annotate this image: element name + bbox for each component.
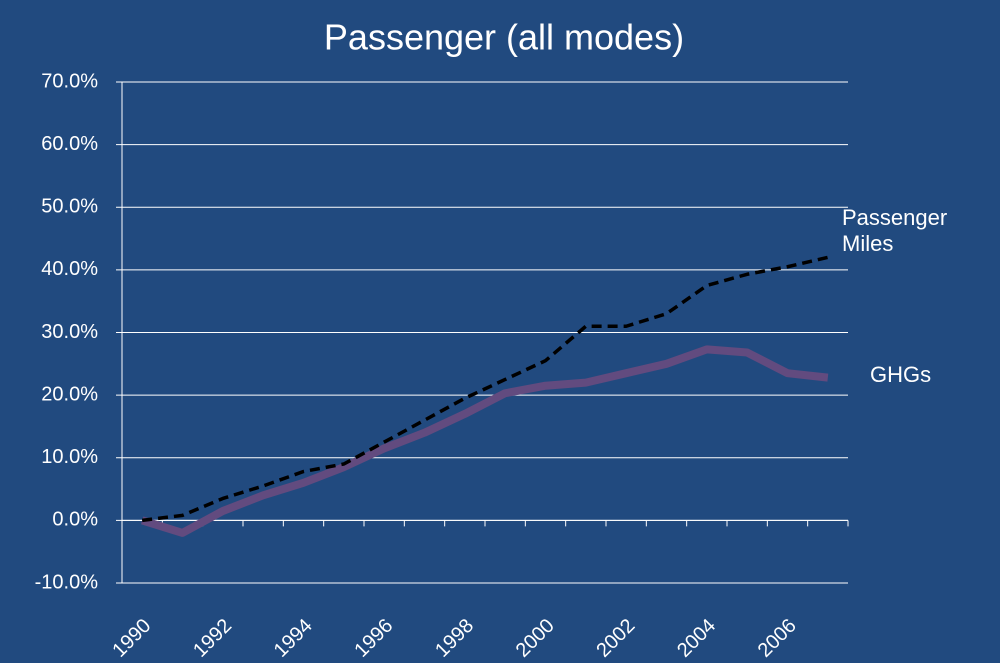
y-tick-label: -10.0%	[35, 571, 99, 593]
x-tick-label: 1998	[431, 615, 478, 662]
x-tick-label: 1994	[270, 615, 317, 662]
x-tick-label: 1992	[189, 615, 236, 662]
x-tick-label: 2002	[592, 615, 639, 662]
y-tick-label: 50.0%	[41, 196, 98, 218]
y-tick-label: 60.0%	[41, 133, 98, 155]
y-tick-label: 30.0%	[41, 321, 98, 343]
y-tick-label: 70.0%	[41, 70, 98, 92]
x-tick-label: 1990	[108, 615, 155, 662]
y-tick-label: 20.0%	[41, 383, 98, 405]
x-tick-label: 2006	[754, 615, 801, 662]
series-line	[140, 345, 829, 537]
x-tick-label: 2000	[512, 615, 559, 662]
y-tick-label: 40.0%	[41, 258, 98, 280]
series-line	[141, 255, 829, 523]
y-tick-label: 10.0%	[41, 446, 98, 468]
chart-title: Passenger (all modes)	[324, 17, 684, 58]
series-label: Passenger Miles	[842, 205, 948, 257]
series-label: GHGs	[870, 361, 932, 387]
x-tick-label: 1996	[350, 615, 397, 662]
x-tick-label: 2004	[673, 615, 720, 662]
y-tick-label: 0.0%	[52, 509, 98, 531]
